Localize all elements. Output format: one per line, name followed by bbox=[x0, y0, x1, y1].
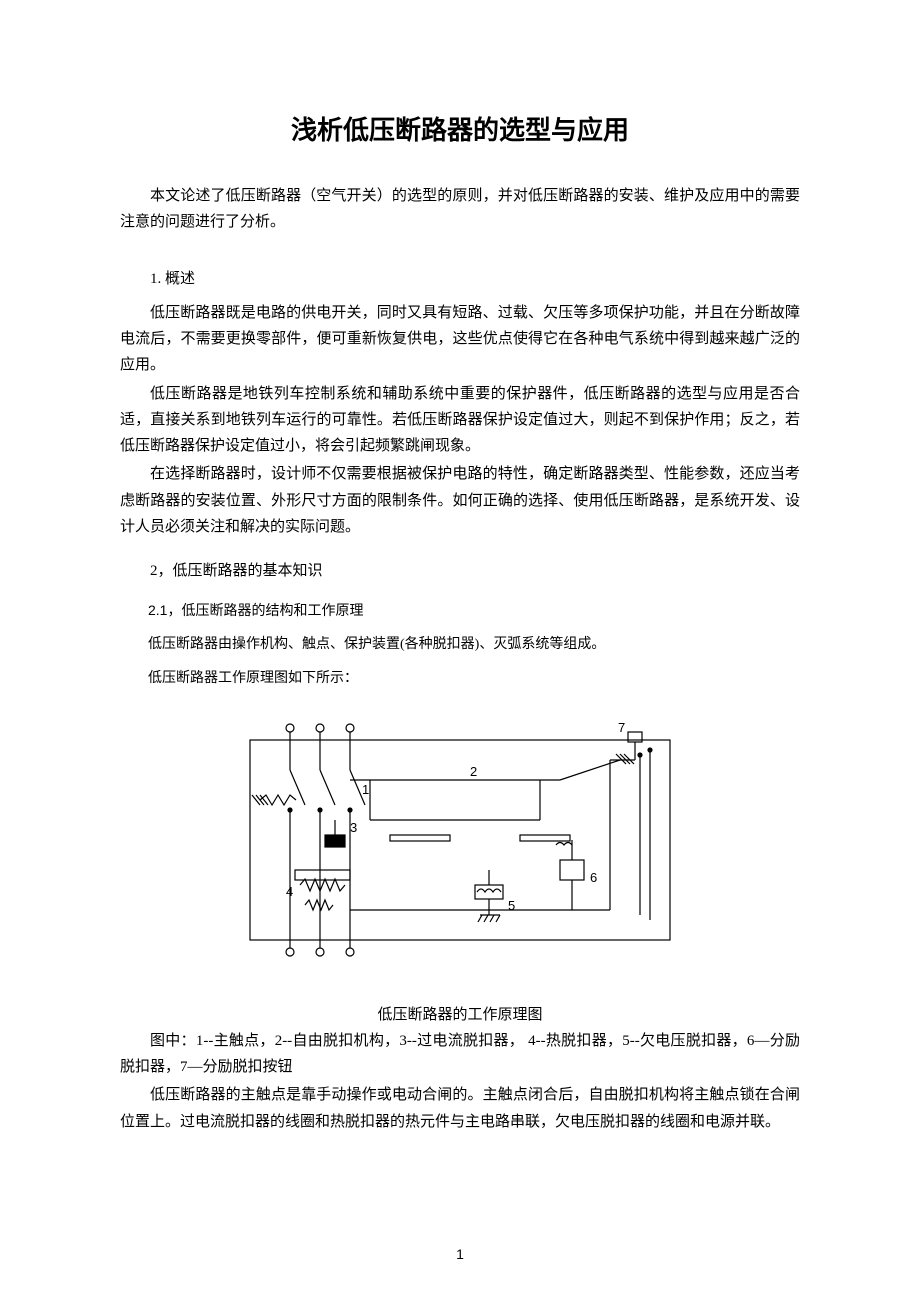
section-2-p1: 低压断路器由操作机构、触点、保护装置(各种脱扣器)、灭弧系统等组成。 bbox=[120, 633, 800, 658]
section-1-p3: 在选择断路器时，设计师不仅需要根据被保护电路的特性，确定断路器类型、性能参数，还… bbox=[120, 461, 800, 540]
section-2-p2: 低压断路器工作原理图如下所示： bbox=[120, 667, 800, 692]
section-2-1-heading: 2.1，低压断路器的结构和工作原理 bbox=[120, 598, 800, 623]
intro-paragraph: 本文论述了低压断路器（空气开关）的选型的原则，并对低压断路器的安装、维护及应用中… bbox=[120, 183, 800, 236]
document-title: 浅析低压断路器的选型与应用 bbox=[120, 110, 800, 147]
figure-caption: 低压断路器的工作原理图 bbox=[120, 1003, 800, 1024]
diagram-label-5: 5 bbox=[508, 898, 515, 913]
diagram-label-3: 3 bbox=[350, 820, 357, 835]
circuit-diagram-figure: 1 2 3 4 5 6 7 bbox=[120, 710, 800, 975]
section-2-p3: 低压断路器的主触点是靠手动操作或电动合闸的。主触点闭合后，自由脱扣机构将主触点锁… bbox=[120, 1082, 800, 1135]
section-1-heading: 1. 概述 bbox=[120, 266, 800, 292]
diagram-label-2: 2 bbox=[470, 764, 477, 779]
document-page: 浅析低压断路器的选型与应用 本文论述了低压断路器（空气开关）的选型的原则，并对低… bbox=[0, 0, 920, 1302]
section-2-heading: 2，低压断路器的基本知识 bbox=[120, 558, 800, 584]
diagram-label-4: 4 bbox=[286, 884, 293, 899]
section-1-p1: 低压断路器既是电路的供电开关，同时又具有短路、过载、欠压等多项保护功能，并且在分… bbox=[120, 300, 800, 379]
circuit-diagram-svg: 1 2 3 4 5 6 7 bbox=[230, 710, 690, 970]
figure-legend: 图中：1--主触点，2--自由脱扣机构，3--过电流脱扣器， 4--热脱扣器，5… bbox=[120, 1028, 800, 1081]
page-number: 1 bbox=[0, 1246, 920, 1262]
diagram-label-1: 1 bbox=[362, 782, 369, 797]
section-1-p2: 低压断路器是地铁列车控制系统和辅助系统中重要的保护器件，低压断路器的选型与应用是… bbox=[120, 381, 800, 460]
diagram-label-6: 6 bbox=[590, 870, 597, 885]
diagram-label-7: 7 bbox=[618, 720, 625, 735]
